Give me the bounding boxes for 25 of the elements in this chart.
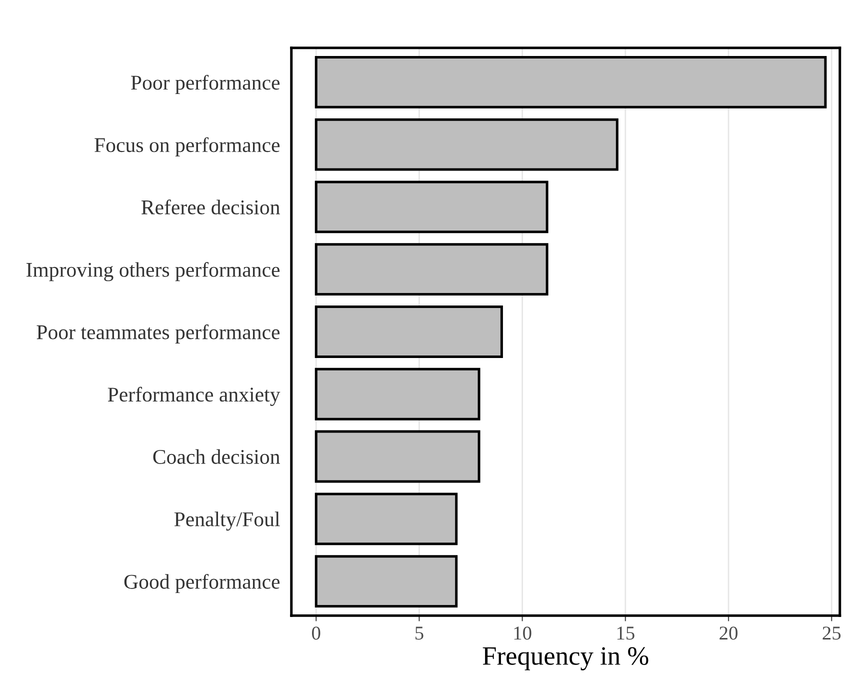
y-tick-label: Referee decision [141,200,280,214]
bar [314,180,548,234]
y-tick-label: Coach decision [153,449,280,464]
y-tick-label: Performance anxiety [108,386,280,406]
bar [314,118,618,171]
bar [314,368,480,420]
bar [314,492,458,546]
x-tick-label: 10 [514,626,532,640]
y-tick-label: Good performance [124,574,280,594]
y-tick-label: Penalty/Foul [174,512,280,531]
bar [314,306,503,358]
x-axis-title: Frequency in % [482,647,648,670]
x-tick-label: 20 [720,626,738,640]
x-tick-label: 5 [415,626,424,640]
y-tick-label: Poor performance [131,74,280,94]
x-tick-label: 25 [822,626,841,640]
x-tick-label: 0 [312,626,320,640]
y-tick-label: Improving others performance [26,262,280,282]
bar [314,243,548,296]
y-tick-label: Poor teammates performance [36,324,280,344]
y-tick-label: Focus on performance [94,137,280,156]
bar [314,430,480,483]
x-tick-label: 15 [617,626,634,640]
bar [314,56,827,108]
bar [314,555,458,608]
